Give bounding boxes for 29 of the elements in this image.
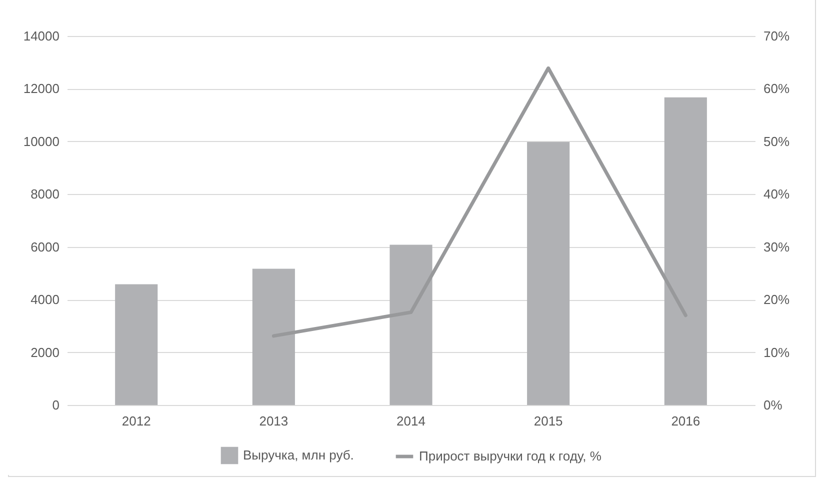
bar <box>664 97 707 405</box>
x-tick-label: 2013 <box>259 414 288 428</box>
bar <box>527 142 570 405</box>
x-tick-label: 2012 <box>122 414 151 428</box>
bar <box>252 268 295 405</box>
bar <box>390 244 432 405</box>
legend-label: Прирост выручки год к году, % <box>419 448 602 464</box>
y-tick-label: 4000 <box>30 292 60 308</box>
bar <box>115 284 158 405</box>
y-tick-label: 2000 <box>30 344 60 360</box>
x-tick-label: 2015 <box>534 414 563 428</box>
y2-tick-label: 50% <box>764 134 790 149</box>
y2-tick-label: 70% <box>764 28 790 44</box>
legend-label: Выручка, млн руб. <box>243 448 354 462</box>
y2-tick-label: 20% <box>764 292 790 308</box>
y2-tick-label: 30% <box>764 239 790 254</box>
y-tick-label: 0 <box>52 398 60 412</box>
line-series <box>272 66 688 338</box>
x-tick-label: 2016 <box>671 414 700 428</box>
y-tick-label: 14000 <box>23 28 60 44</box>
y-tick-label: 8000 <box>30 186 60 202</box>
y2-tick-label: 10% <box>764 344 790 360</box>
y-tick-label: 10000 <box>23 134 60 149</box>
x-tick-label: 2014 <box>396 414 426 428</box>
y2-tick-label: 40% <box>764 186 790 202</box>
y2-tick-label: 0% <box>764 398 783 412</box>
y2-tick-label: 60% <box>764 81 790 96</box>
y-tick-label: 6000 <box>30 239 60 254</box>
y-tick-label: 12000 <box>23 81 60 96</box>
